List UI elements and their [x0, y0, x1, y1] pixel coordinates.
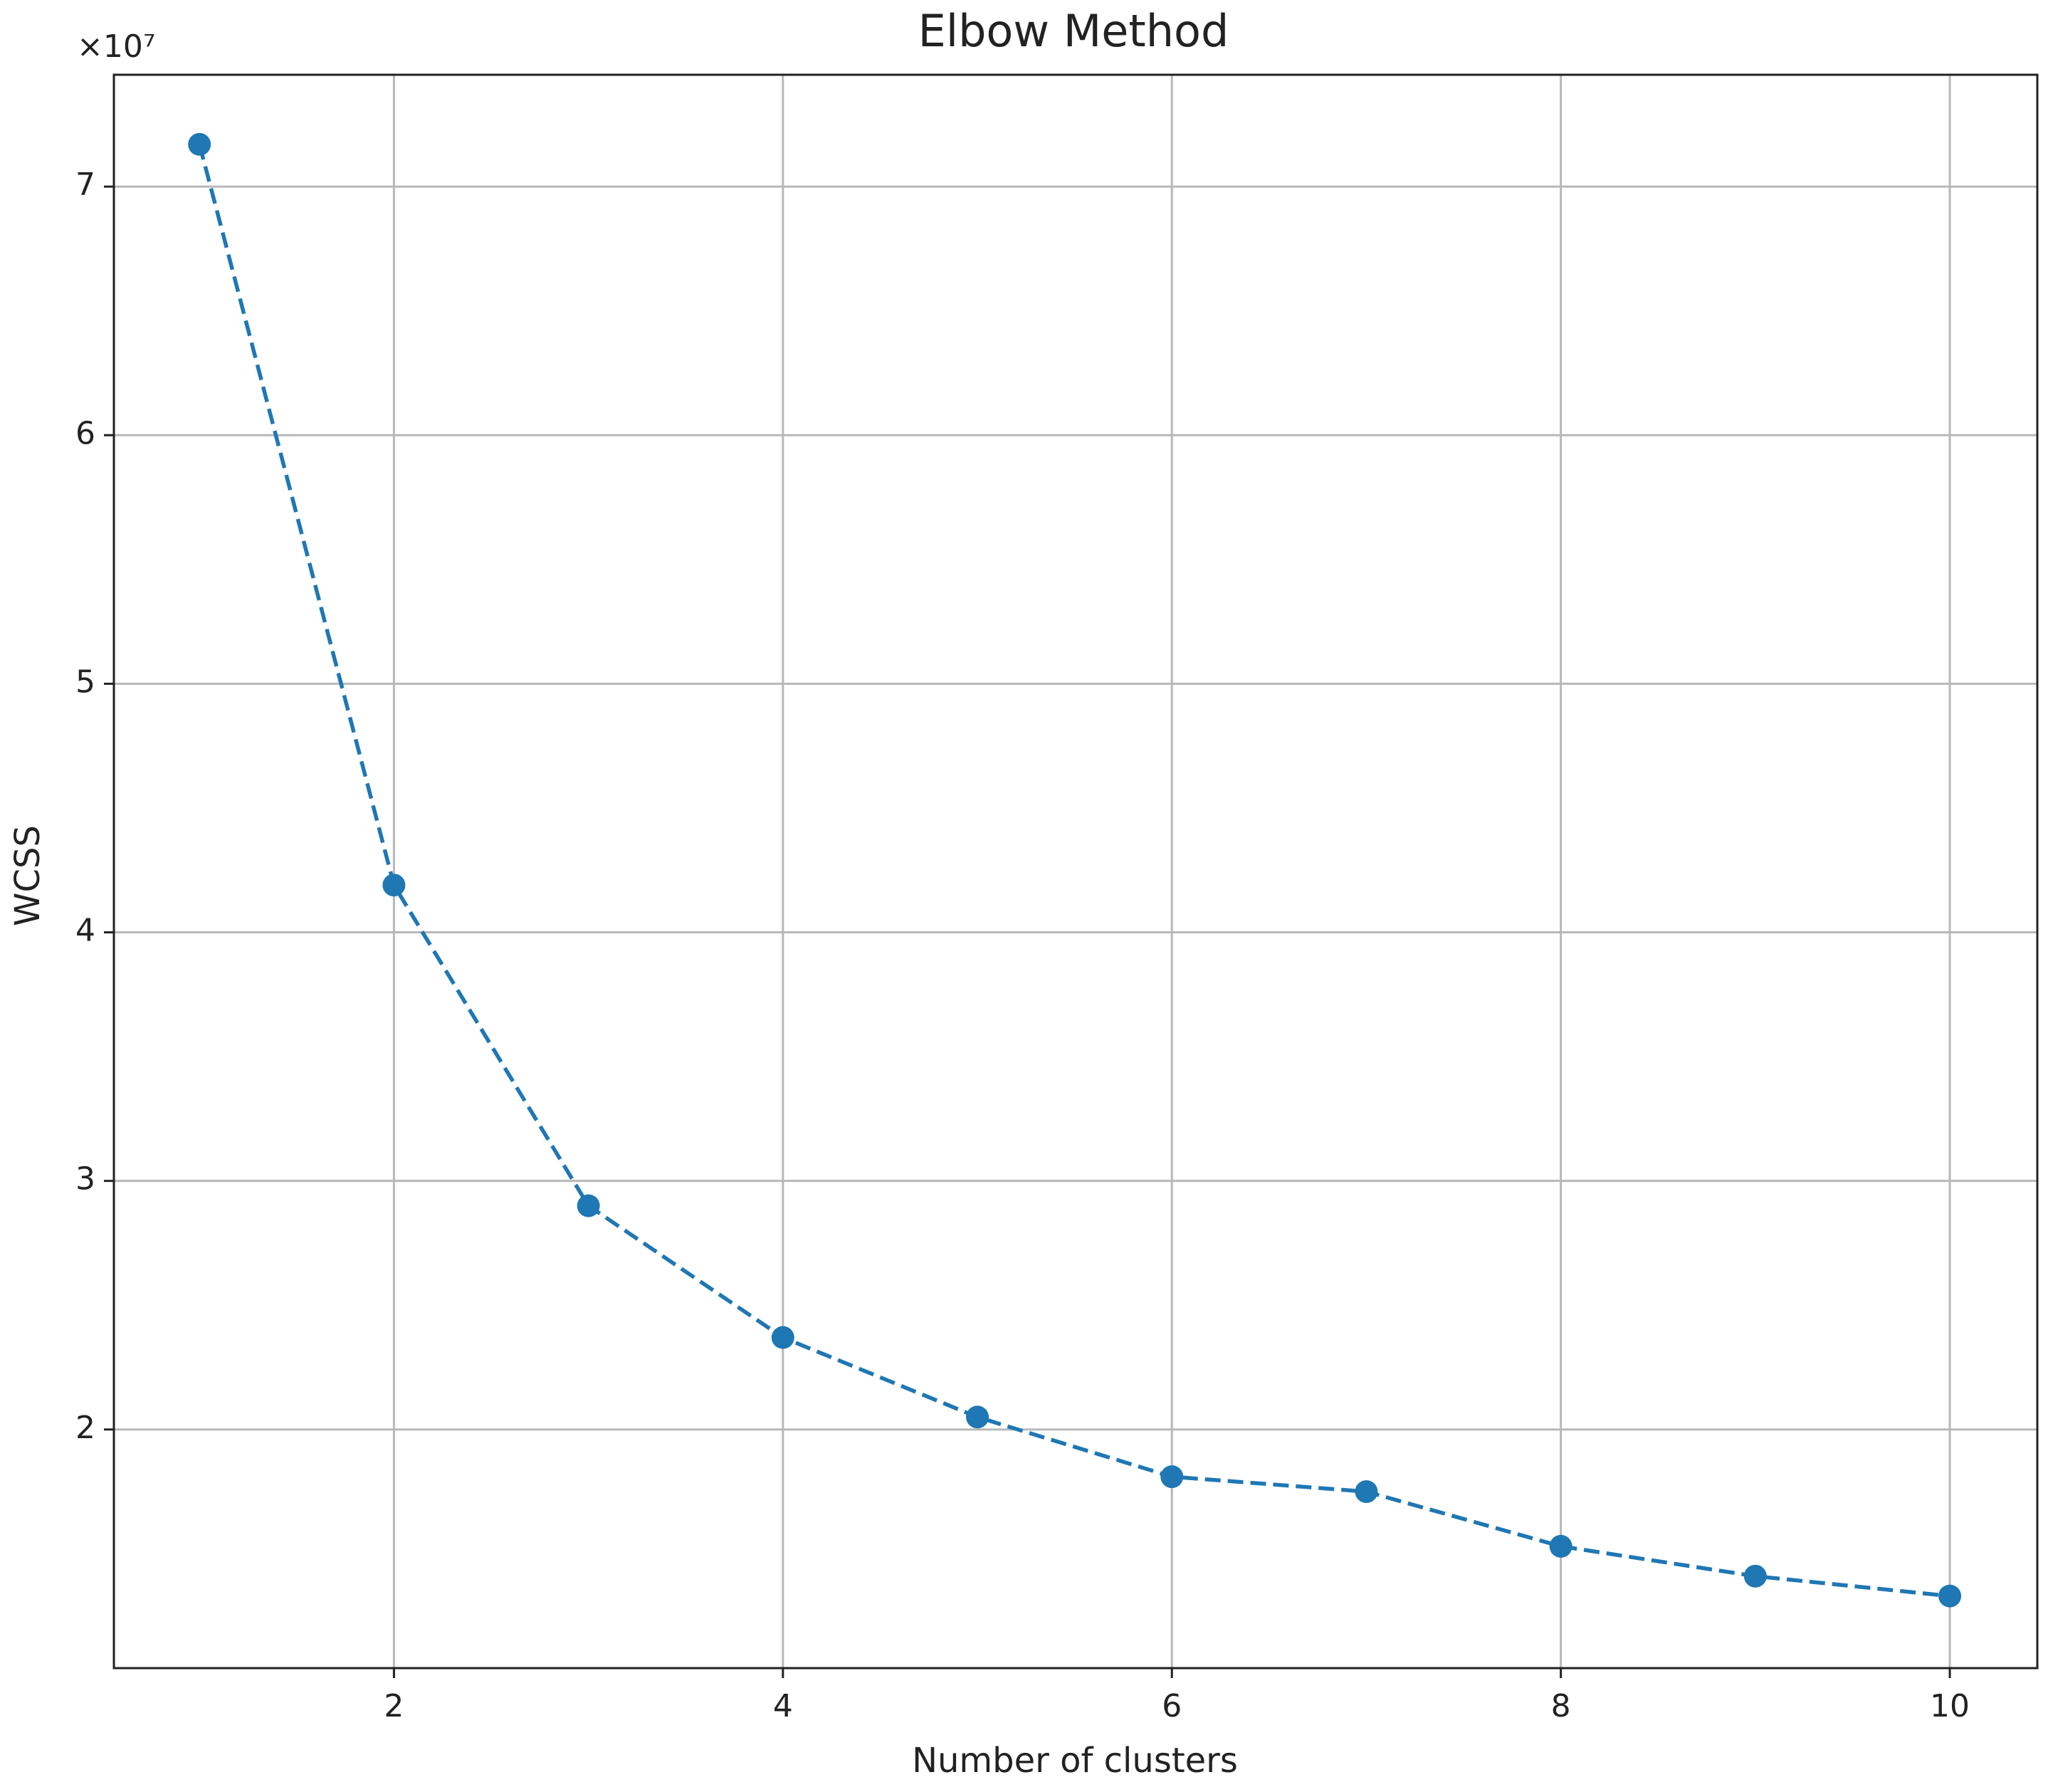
data-point	[1549, 1534, 1572, 1558]
y-offset-label: ×10⁷	[77, 28, 156, 65]
y-tick-label: 2	[75, 1410, 95, 1446]
data-point	[771, 1326, 794, 1349]
plot-frame	[112, 73, 2039, 1670]
data-point	[1938, 1584, 1962, 1608]
data-point	[577, 1194, 600, 1217]
x-axis-label: Number of clusters	[912, 1741, 1238, 1781]
data-point	[966, 1405, 989, 1429]
data-point	[1160, 1465, 1184, 1489]
y-tick-label: 5	[75, 664, 95, 700]
data-point	[1743, 1564, 1767, 1588]
x-tick-label: 8	[1551, 1688, 1571, 1724]
data-point	[188, 132, 211, 156]
data-line	[197, 144, 1950, 1598]
x-tick-label: 6	[1162, 1688, 1182, 1724]
x-tick-label: 10	[1930, 1688, 1970, 1724]
y-axis-label: WCSS	[8, 825, 48, 926]
y-tick-label: 3	[75, 1161, 95, 1198]
x-tick-label: 2	[384, 1688, 404, 1724]
data-point	[382, 874, 406, 897]
x-tick-label: 4	[773, 1688, 793, 1724]
data-point	[1355, 1480, 1378, 1504]
y-tick-label: 4	[75, 913, 95, 949]
y-tick-label: 7	[75, 167, 95, 203]
chart-title: Elbow Method	[918, 5, 1229, 57]
y-tick-label: 6	[75, 415, 95, 451]
